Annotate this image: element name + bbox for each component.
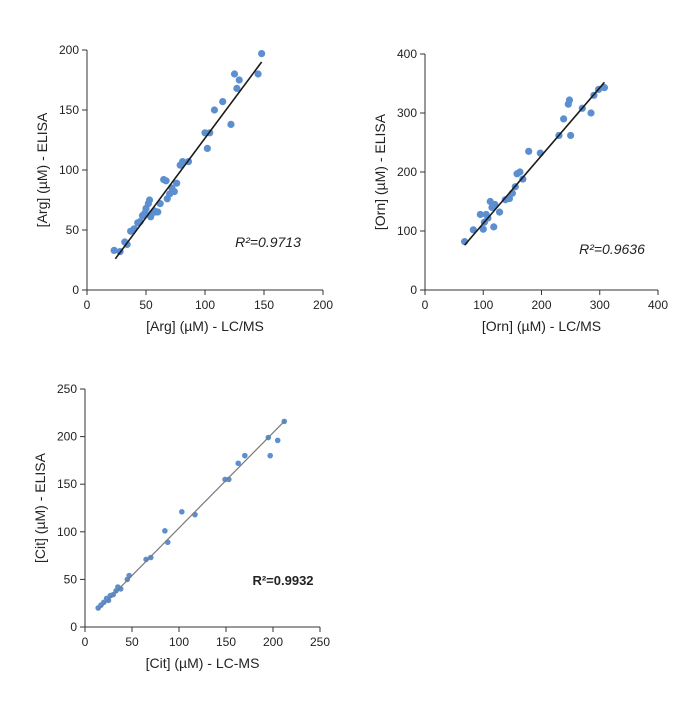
y-tick-label: 250 bbox=[57, 382, 77, 396]
x-tick-label: 100 bbox=[169, 635, 189, 649]
y-tick-label: 200 bbox=[59, 43, 79, 57]
data-point bbox=[516, 168, 524, 176]
data-point bbox=[525, 147, 533, 155]
y-tick-label: 200 bbox=[57, 430, 77, 444]
data-point bbox=[519, 175, 527, 183]
y-tick-label: 0 bbox=[72, 283, 79, 297]
data-point bbox=[173, 179, 181, 187]
x-tick-label: 200 bbox=[313, 298, 333, 312]
cit-scatter-panel: 0 50 100 150 200 250 0 50 100 150 200 250 [Cit] (µM)… bbox=[32, 382, 330, 671]
data-point bbox=[179, 509, 185, 515]
data-point bbox=[117, 586, 124, 592]
x-axis-title: [Arg] (µM) - LC/MS bbox=[146, 318, 264, 334]
data-point bbox=[490, 223, 498, 231]
y-tick-label: 50 bbox=[64, 572, 78, 586]
x-tick-label: 300 bbox=[590, 298, 610, 312]
data-point bbox=[476, 210, 484, 219]
data-point bbox=[235, 76, 243, 84]
data-point bbox=[143, 556, 149, 563]
data-point bbox=[219, 98, 227, 106]
data-point bbox=[226, 476, 232, 483]
y-tick-label: 0 bbox=[70, 620, 77, 634]
data-point bbox=[227, 120, 235, 128]
y-tick-label: 50 bbox=[66, 223, 80, 237]
x-tick-label: 100 bbox=[473, 298, 493, 312]
x-tick-label: 0 bbox=[82, 635, 89, 649]
r-squared-label: R²=0.9636 bbox=[579, 241, 645, 257]
data-point bbox=[469, 226, 477, 234]
y-tick-label: 150 bbox=[59, 103, 79, 117]
x-axis-title: [Orn] (µM) - LC/MS bbox=[482, 318, 601, 334]
data-point bbox=[145, 196, 154, 204]
r-squared-label: R²=0.9713 bbox=[235, 234, 301, 250]
y-tick-label: 100 bbox=[57, 525, 77, 539]
data-point bbox=[164, 539, 171, 546]
data-point bbox=[495, 208, 504, 216]
data-point bbox=[162, 177, 170, 185]
x-tick-label: 100 bbox=[195, 298, 215, 312]
data-point bbox=[600, 84, 609, 92]
y-tick-label: 0 bbox=[410, 283, 417, 297]
orn-scatter-panel: 0 100 200 300 400 0 100 200 300 400 [Orn] (µM) - L… bbox=[372, 47, 668, 334]
data-point bbox=[242, 452, 248, 459]
data-point bbox=[565, 96, 574, 104]
data-point bbox=[567, 131, 575, 140]
data-point bbox=[587, 109, 595, 117]
x-tick-label: 0 bbox=[84, 298, 91, 312]
x-tick-label: 250 bbox=[310, 635, 330, 649]
data-point bbox=[105, 597, 112, 604]
x-tick-label: 50 bbox=[139, 298, 153, 312]
x-tick-label: 150 bbox=[254, 298, 274, 312]
data-point bbox=[192, 511, 198, 518]
data-point bbox=[267, 452, 273, 459]
x-tick-label: 0 bbox=[422, 298, 429, 312]
y-axis-title: [Orn] (µM) - ELISA bbox=[372, 113, 388, 230]
arg-scatter-panel: 0 50 100 150 200 0 50 100 150 200 [Arg] (µM) - LC/… bbox=[34, 43, 333, 334]
data-point bbox=[178, 158, 187, 166]
y-tick-label: 300 bbox=[397, 106, 417, 120]
data-point bbox=[491, 200, 499, 209]
x-tick-label: 400 bbox=[648, 298, 668, 312]
x-tick-label: 200 bbox=[263, 635, 283, 649]
regression-line bbox=[97, 419, 286, 611]
data-point bbox=[170, 188, 178, 196]
data-point bbox=[235, 460, 242, 467]
data-point bbox=[505, 194, 514, 203]
y-axis-title: [Arg] (µM) - ELISA bbox=[34, 112, 50, 227]
x-axis-title: [Cit] (µM) - LC-MS bbox=[146, 655, 260, 671]
y-tick-label: 100 bbox=[59, 163, 79, 177]
data-point bbox=[560, 115, 568, 123]
data-point bbox=[258, 50, 266, 58]
data-point bbox=[110, 246, 118, 254]
data-point bbox=[210, 106, 219, 114]
y-tick-label: 200 bbox=[397, 165, 417, 179]
data-point bbox=[162, 528, 168, 534]
data-point bbox=[254, 70, 262, 78]
data-point bbox=[148, 554, 154, 561]
y-axis-title: [Cit] (µM) - ELISA bbox=[32, 452, 48, 563]
regression-line bbox=[464, 81, 606, 246]
data-point bbox=[126, 572, 132, 579]
y-tick-label: 400 bbox=[397, 47, 417, 61]
data-point bbox=[233, 84, 241, 92]
x-tick-label: 50 bbox=[125, 635, 139, 649]
y-tick-label: 150 bbox=[57, 477, 77, 491]
y-tick-label: 100 bbox=[397, 224, 417, 238]
r-squared-label: R²=0.9932 bbox=[252, 573, 313, 588]
data-point bbox=[230, 70, 239, 78]
regression-line bbox=[114, 61, 263, 260]
data-point bbox=[479, 225, 487, 233]
x-tick-label: 200 bbox=[531, 298, 551, 312]
data-point bbox=[154, 208, 162, 216]
x-tick-label: 150 bbox=[216, 635, 236, 649]
data-point bbox=[274, 437, 281, 444]
data-point bbox=[203, 144, 211, 152]
